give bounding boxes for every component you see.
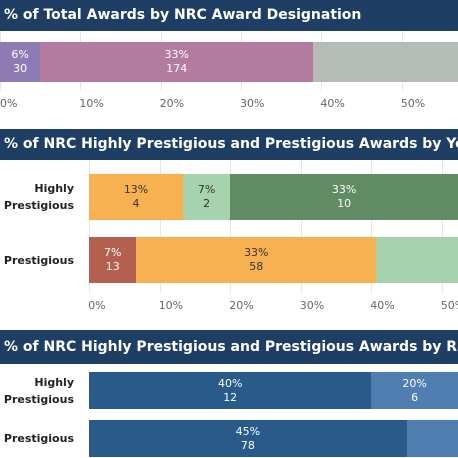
gridline xyxy=(371,160,373,293)
row-label: Highly Prestigious xyxy=(3,375,74,406)
data-label-percent: 7% xyxy=(197,183,216,196)
axis-tick-label: 10% xyxy=(79,97,104,110)
data-label-count: 10 xyxy=(337,197,352,210)
data-label-count: 13 xyxy=(105,260,120,273)
data-label-count: 174 xyxy=(166,62,188,75)
row-label: Prestigious xyxy=(3,432,74,445)
axis-tick-label: 40% xyxy=(320,97,345,110)
axis-tick-label: 50% xyxy=(440,299,458,312)
chart1-area: 0% 10% 20% 30% 40% 50% 6% 30 33% 174 xyxy=(0,31,458,126)
data-label: 13% 4 xyxy=(89,183,183,211)
bar-segment[interactable] xyxy=(89,372,372,409)
data-label: 7% 13 xyxy=(89,246,136,274)
axis-tick-label: 10% xyxy=(158,299,184,312)
data-label-count: 58 xyxy=(249,260,264,273)
bar-segment[interactable] xyxy=(182,174,231,220)
data-label-count: 78 xyxy=(240,438,255,452)
data-label: 40% 12 xyxy=(89,377,371,405)
axis-tick-label: 0% xyxy=(88,299,106,312)
gridline xyxy=(300,160,302,293)
data-label: 45% 78 xyxy=(89,425,406,453)
data-label: 7% 2 xyxy=(183,183,230,211)
bar-segment[interactable] xyxy=(136,237,377,283)
chart2-title: % of NRC Highly Prestigious and Prestigi… xyxy=(0,129,458,160)
axis-tick-label: 30% xyxy=(299,299,325,312)
axis-tick-label: 20% xyxy=(229,299,254,312)
bar-segment[interactable] xyxy=(313,42,458,82)
data-label-percent: 33% xyxy=(331,183,357,196)
data-label-percent: 13% xyxy=(123,183,149,196)
row-label: Prestigious xyxy=(3,253,74,267)
data-label-percent: 6% xyxy=(11,48,29,61)
bar-segment[interactable] xyxy=(40,42,314,82)
gridline xyxy=(230,160,232,293)
data-label: 33% 10 xyxy=(230,183,458,211)
data-label-count: 4 xyxy=(132,197,140,210)
axis-tick-label: 30% xyxy=(240,97,265,110)
axis-tick-label: 50% xyxy=(400,97,426,110)
data-label-percent: 7% xyxy=(104,246,122,259)
bar-segment[interactable] xyxy=(230,174,458,220)
data-label-count: 30 xyxy=(13,62,28,75)
bar-segment[interactable] xyxy=(0,42,41,82)
chart3-title: % of NRC Highly Prestigious and Prestigi… xyxy=(0,330,458,364)
bar-segment[interactable] xyxy=(406,420,458,457)
axis-tick-label: 0% xyxy=(0,97,18,110)
row-label: Highly Prestigious xyxy=(3,182,74,212)
bar-segment[interactable] xyxy=(376,237,458,283)
bar-segment[interactable] xyxy=(89,237,137,283)
data-label-count: 6 xyxy=(411,390,419,404)
data-label: 33% 174 xyxy=(40,48,313,76)
data-label-percent: 33% xyxy=(164,48,189,61)
chart1-title: % of Total Awards by NRC Award Designati… xyxy=(0,0,458,31)
chart3-area: Highly Prestigious 40% 12 20% 6 Prestigious 45… xyxy=(0,364,458,458)
chart2-area: 0%10%20%30%40%50%Highly Prestigious13%47… xyxy=(0,160,458,328)
data-label-percent: 20% xyxy=(402,376,427,390)
data-label: 6% 30 xyxy=(0,48,40,76)
data-label: 20% 6 xyxy=(371,377,458,405)
bar-segment[interactable] xyxy=(89,420,407,457)
bar-segment[interactable] xyxy=(371,372,458,409)
data-label-percent: 45% xyxy=(235,424,261,438)
bar-segment[interactable] xyxy=(89,174,183,220)
gridline xyxy=(89,160,91,293)
axis-tick-label: 20% xyxy=(159,97,185,110)
gridline xyxy=(441,160,443,293)
data-label-percent: 40% xyxy=(217,376,243,390)
gridline xyxy=(159,160,161,293)
axis-tick-label: 40% xyxy=(370,299,395,312)
data-label-count: 2 xyxy=(203,197,211,210)
data-label-count: 12 xyxy=(223,390,238,404)
data-label-percent: 33% xyxy=(244,246,269,259)
data-label: 33% 58 xyxy=(136,246,376,274)
